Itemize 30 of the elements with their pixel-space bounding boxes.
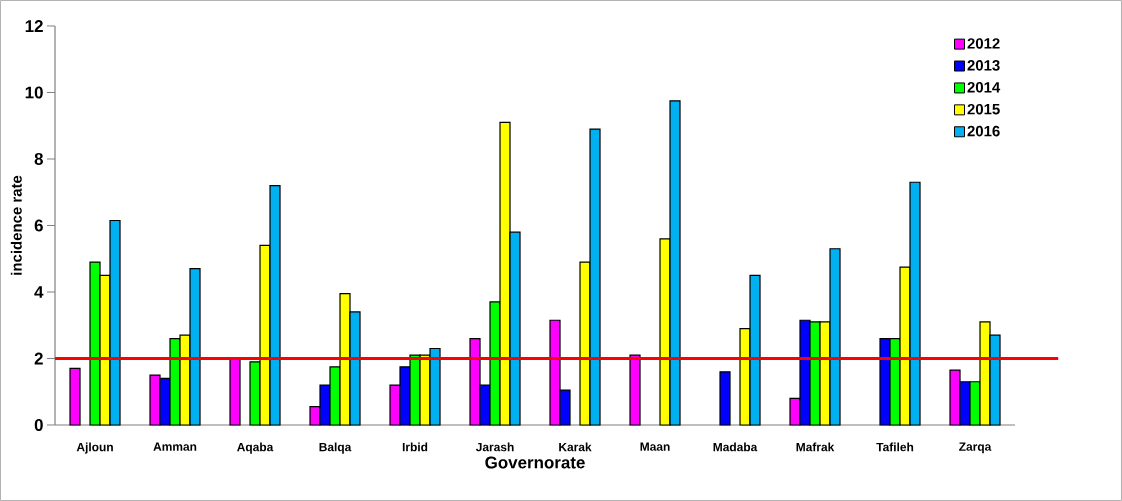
x-tick-label: Jarash <box>475 442 514 452</box>
legend-label: 2016 <box>967 125 1000 137</box>
x-tick-label: Amman <box>153 442 197 451</box>
legend-label: 2015 <box>967 103 1000 115</box>
x-tick-label: Mafrak <box>796 442 835 452</box>
bar <box>629 354 641 426</box>
y-axis-title: incidence rate <box>10 175 22 275</box>
y-tick-label: 0 <box>34 418 43 431</box>
y-tick-label: 10 <box>25 86 43 99</box>
bar <box>719 371 731 426</box>
y-tick-label: 8 <box>34 152 43 165</box>
x-tick-label: Irbid <box>402 442 428 452</box>
legend-label: 2013 <box>967 60 1000 71</box>
y-tick-label: 2 <box>34 352 43 365</box>
x-tick-label: Tafileh <box>876 442 914 452</box>
x-tick-label: Balqa <box>319 442 352 454</box>
x-tick-label: Aqaba <box>237 442 274 454</box>
legend-label: 2014 <box>967 81 1001 93</box>
x-tick-label: Ajloun <box>76 442 113 454</box>
x-tick-label: Zarqa <box>959 442 992 454</box>
legend-label: 2012 <box>967 38 1000 49</box>
x-tick-label: Karak <box>559 442 592 452</box>
y-tick-label: 6 <box>34 219 43 232</box>
x-axis-title: Governorate <box>485 456 585 469</box>
x-tick-label: Maan <box>640 442 670 451</box>
bar <box>69 367 81 426</box>
bar <box>229 357 241 426</box>
y-tick-label: 4 <box>34 286 44 298</box>
x-tick-label: Madaba <box>713 442 758 452</box>
y-tick-label: 12 <box>25 20 43 32</box>
